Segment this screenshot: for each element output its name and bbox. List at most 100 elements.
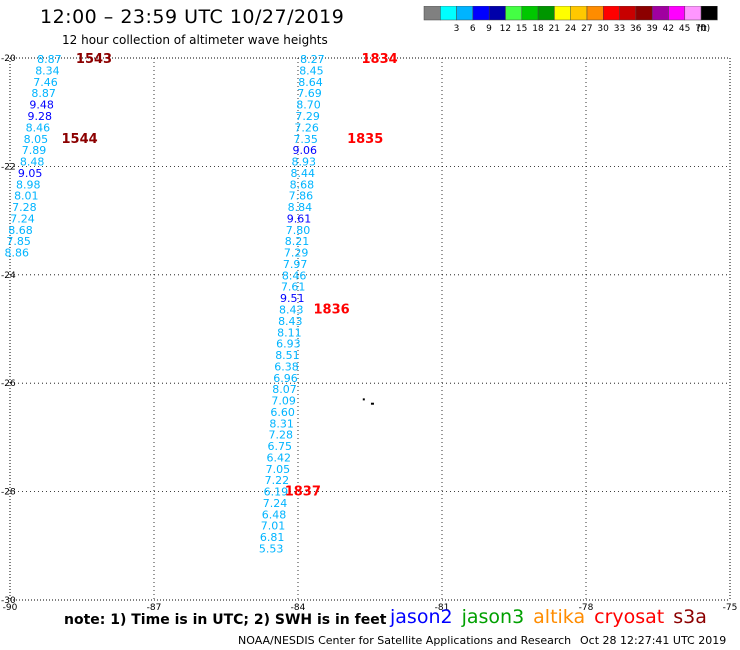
wave-height-value: 8.68: [290, 178, 315, 191]
wave-height-value: 9.61: [287, 212, 312, 225]
pass-time-label: 1544: [62, 132, 98, 147]
wave-height-value: 7.09: [271, 395, 296, 408]
wave-height-value: 7.89: [22, 144, 47, 157]
colorbar-label: 21: [549, 24, 560, 34]
colorbar-label: 15: [516, 24, 527, 34]
wave-height-value: 8.48: [20, 156, 45, 169]
legend-cryosat: cryosat: [594, 606, 665, 628]
lon-tick-label: -90: [3, 603, 18, 610]
pass-time-label: 1837: [285, 485, 321, 500]
colorbar-label: 45: [679, 24, 690, 34]
wave-height-value: 8.64: [298, 76, 323, 89]
wave-height-value: 8.84: [288, 201, 313, 214]
colorbar-label: 39: [646, 24, 658, 34]
wave-height-value: 5.53: [259, 543, 284, 556]
legend-jason3: jason3: [461, 606, 525, 628]
colorbar-label: 30: [597, 24, 609, 34]
lon-tick-label: -75: [723, 603, 738, 610]
colorbar-label: 6: [470, 24, 476, 34]
wave-height-value: 6.48: [262, 508, 287, 521]
wave-height-value: 7.29: [295, 110, 320, 123]
lat-tick-label: -24: [1, 271, 16, 281]
colorbar-label: 70: [695, 24, 707, 34]
wave-height-value: 7.85: [6, 235, 31, 248]
wave-height-value: 7.22: [265, 474, 290, 487]
wave-height-value: 6.81: [260, 531, 285, 544]
units-note: note: 1) Time is in UTC; 2) SWH is in fe…: [64, 612, 387, 628]
wave-height-value: 8.46: [282, 269, 307, 282]
wave-height-value: 8.31: [269, 417, 294, 430]
color-scale-bar: 3 6 9 12 15 18 21 24 27 30 33 36 39 42 45 70(ft): [423, 6, 718, 34]
wave-height-value: 6.42: [267, 451, 292, 464]
lat-tick-label: -20: [1, 54, 16, 64]
colorbar-label: 36: [630, 24, 642, 34]
wave-height-value: 8.68: [8, 224, 33, 237]
pass-time-label: 1834: [362, 52, 398, 67]
wave-height-value: 6.60: [270, 406, 295, 419]
page-subtitle: 12 hour collection of altimeter wave hei…: [62, 33, 328, 47]
wave-height-value: 7.29: [284, 247, 309, 260]
wave-height-value: 6.96: [273, 372, 298, 385]
pass-time-label: 1835: [347, 132, 383, 147]
lon-tick-label: -81: [435, 603, 450, 610]
wave-height-value: 9.05: [18, 167, 43, 180]
wave-height-value: 9.51: [280, 292, 305, 305]
wave-height-map: -90 -87 -84 -81 -78 -75 -20 -22 -24 -26 -28 -30 8.87…: [1, 52, 738, 610]
wave-height-value: 8.87: [37, 53, 62, 66]
wave-height-value: 8.46: [26, 121, 51, 134]
colorbar-swatch: [700, 6, 718, 21]
wave-height-value: 8.34: [35, 64, 60, 77]
wave-height-value: 8.45: [299, 64, 324, 77]
wave-height-value: 6.93: [276, 338, 301, 351]
lon-tick-label: -84: [291, 603, 306, 610]
legend-altika: altika: [533, 606, 586, 628]
wave-height-value: 8.51: [275, 349, 300, 362]
wave-height-value: 6.38: [274, 360, 299, 373]
colorbar-label: 18: [532, 24, 544, 34]
wave-height-value: 7.86: [289, 190, 314, 203]
lat-tick-label: -28: [1, 488, 16, 498]
island-marker: [370, 402, 374, 405]
wave-height-value: 7.05: [266, 463, 291, 476]
wave-height-value: 7.26: [294, 121, 319, 134]
wave-height-value: 8.87: [31, 87, 56, 100]
wave-height-value: 7.69: [297, 87, 322, 100]
wave-height-value: 8.70: [296, 99, 321, 112]
legend-s3a: s3a: [673, 606, 707, 628]
pass-time-label: 1836: [314, 302, 350, 317]
wave-height-value: 7.97: [283, 258, 308, 271]
wave-height-value: 8.05: [24, 133, 49, 146]
colorbar-label: 42: [663, 24, 674, 34]
wave-height-value: 8.98: [16, 178, 41, 191]
pass-time-label: 1543: [76, 52, 112, 67]
wave-height-value: 6.75: [268, 440, 293, 453]
lat-tick-label: -22: [1, 162, 16, 172]
colorbar-label: 27: [581, 24, 592, 34]
wave-height-value: 8.43: [278, 315, 303, 328]
wave-height-value: 9.06: [292, 144, 317, 157]
lat-tick-label: -26: [1, 379, 16, 389]
colorbar-unit: (ft): [697, 24, 711, 34]
wave-height-value: 6.19: [264, 486, 289, 499]
timestamp: Oct 28 12:27:41 UTC 2019: [580, 634, 727, 647]
wave-height-value: 8.21: [285, 235, 310, 248]
lon-tick-label: -87: [147, 603, 162, 610]
wave-height-value: 7.80: [286, 224, 311, 237]
credit-line: NOAA/NESDIS Center for Satellite Applica…: [238, 634, 572, 647]
colorbar-label: 12: [500, 24, 511, 34]
wave-height-value: 8.43: [279, 303, 304, 316]
wave-height-value: 9.48: [29, 99, 54, 112]
page-title: 12:00 – 23:59 UTC 10/27/2019: [40, 6, 345, 28]
lat-tick-label: -30: [1, 596, 16, 606]
wave-height-value: 8.86: [4, 247, 29, 260]
wave-height-value: 7.24: [263, 497, 288, 510]
wave-height-value: 7.61: [281, 281, 306, 294]
wave-height-value: 9.28: [28, 110, 53, 123]
satellite-legend: jason2 jason3 altika cryosat s3a: [390, 606, 716, 628]
wave-height-value: 7.24: [10, 212, 35, 225]
wave-height-value: 7.28: [268, 429, 293, 442]
island-marker: [362, 398, 365, 401]
legend-jason2: jason2: [390, 606, 453, 628]
wave-height-value: 8.07: [272, 383, 297, 396]
colorbar-label: 24: [565, 24, 577, 34]
